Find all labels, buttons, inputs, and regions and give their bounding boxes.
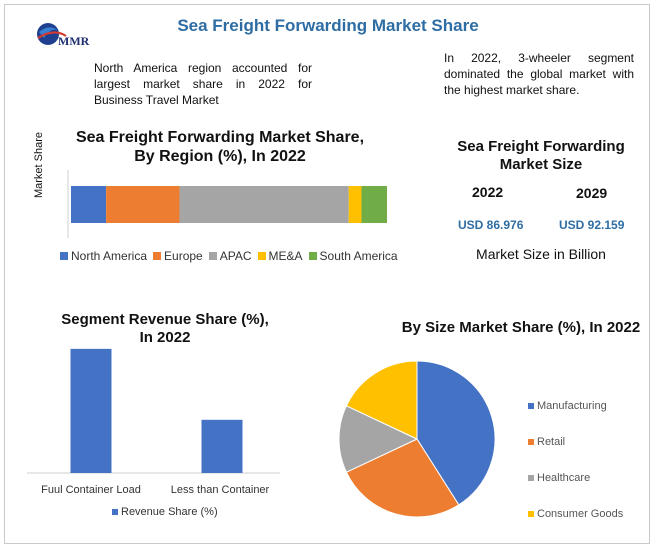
legend-swatch — [528, 475, 534, 481]
legend-label: Consumer Goods — [537, 508, 624, 520]
region-segment-europe — [106, 186, 180, 223]
legend-item-europe: Europe — [153, 249, 203, 263]
region-title-line1: Sea Freight Forwarding Market Share, — [75, 129, 365, 146]
region-segment-south-america — [361, 186, 387, 223]
legend-label: Europe — [164, 249, 203, 263]
segment-legend: Revenue Share (%) — [112, 506, 224, 518]
legend-label: North America — [71, 249, 148, 263]
legend-swatch — [257, 252, 266, 260]
legend-swatch — [528, 403, 534, 409]
size-chart-title: By Size Market Share (%), In 2022 — [401, 319, 641, 336]
legend-label: APAC — [219, 249, 252, 263]
segment-title-line1: Segment Revenue Share (%), — [61, 311, 269, 328]
legend-swatch — [308, 252, 317, 260]
legend-item-south-america: South America — [308, 249, 398, 263]
region-legend: North America Europe APAC ME&A South America — [60, 249, 404, 263]
legend-item-north-america: North America — [60, 249, 147, 263]
region-title-line2: By Region (%), In 2022 — [134, 148, 306, 165]
legend-swatch — [528, 439, 534, 445]
market-size-2022: USD 86.976 — [458, 218, 524, 232]
pie-slice-consumer-goods — [345, 360, 418, 440]
legend-swatch — [112, 509, 118, 515]
note-right: In 2022, 3-wheeler segment dominated the… — [444, 51, 634, 97]
region-segment-me-a — [348, 186, 362, 223]
market-size-title-line2: Market Size — [499, 156, 583, 173]
legend-swatch — [208, 252, 217, 260]
segment-bar-less-than-container — [201, 419, 243, 473]
note-left: North America region accounted for large… — [94, 61, 312, 107]
year-2029: 2029 — [576, 185, 608, 201]
market-size-title-line1: Sea Freight Forwarding — [457, 138, 625, 155]
segment-chart-title: Segment Revenue Share (%), In 2022 — [40, 311, 290, 347]
market-size-2029: USD 92.159 — [559, 218, 625, 232]
segment-tick-label: Less than Container — [171, 484, 270, 496]
market-size-title: Sea Freight Forwarding Market Size — [448, 138, 634, 174]
legend-swatch — [60, 252, 68, 260]
legend-label: South America — [319, 249, 398, 263]
region-segment-apac — [179, 186, 349, 223]
legend-label: Revenue Share (%) — [121, 506, 218, 518]
pie-slice-retail — [345, 438, 460, 518]
legend-swatch — [153, 252, 162, 260]
pie-slice-healthcare — [338, 405, 419, 473]
legend-label: Healthcare — [537, 472, 591, 484]
pie-legend-item-healthcare: Healthcare — [528, 472, 590, 484]
page-frame — [4, 4, 650, 544]
segment-tick-label: Fuul Container Load — [41, 484, 141, 496]
legend-label: ME&A — [268, 249, 303, 263]
market-size-unit: Market Size in Billion — [476, 246, 606, 262]
segment-bar-fuul-container-load — [70, 348, 112, 473]
legend-label: Manufacturing — [537, 400, 607, 412]
region-chart-title: Sea Freight Forwarding Market Share, By … — [70, 128, 370, 166]
year-2022: 2022 — [472, 184, 504, 200]
page-title: Sea Freight Forwarding Market Share — [177, 16, 479, 35]
pie-legend-item-manufacturing: Manufacturing — [528, 400, 607, 412]
segment-legend-item: Revenue Share (%) — [112, 506, 218, 518]
mmr-logo: MMR — [37, 23, 90, 48]
segment-title-line2: In 2022 — [139, 329, 191, 346]
legend-item-apac: APAC — [208, 249, 252, 263]
logo-text: MMR — [58, 34, 90, 48]
legend-item-me-a: ME&A — [257, 249, 303, 263]
pie-legend-item-retail: Retail — [528, 436, 565, 448]
legend-label: Retail — [537, 436, 566, 448]
legend-swatch — [528, 511, 534, 517]
pie-legend-item-consumer-goods: Consumer Goods — [528, 508, 623, 520]
region-segment-north-america — [71, 186, 107, 223]
